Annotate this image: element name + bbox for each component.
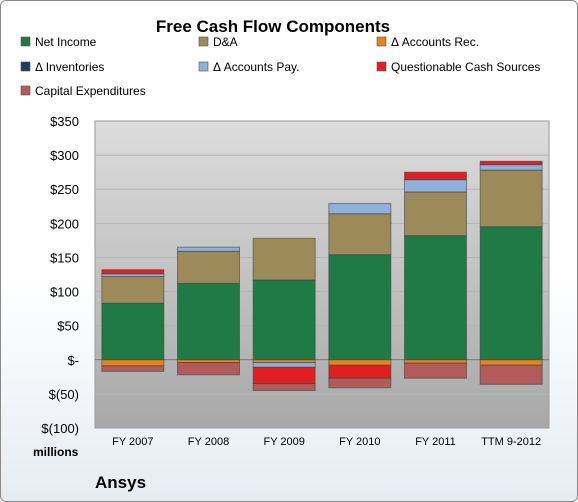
y-tick-label: $250 [50, 182, 79, 197]
bar-segment-net-income [404, 235, 467, 361]
legend-label-delta-inventories: Δ Inventories [35, 60, 104, 74]
x-tick-label: FY 2009 [263, 436, 304, 448]
legend-swatch-capital-expenditures [20, 85, 31, 96]
bar-segment-net-income [328, 254, 392, 361]
bar-segment-delta-accounts-rec [328, 359, 392, 366]
legend-swatch-danda [198, 36, 209, 47]
bar-segment-questionable-cash-sources [328, 364, 392, 379]
y-tick-label: $300 [50, 148, 79, 163]
legend-swatch-delta-inventories [20, 61, 31, 72]
legend-label-questionable-cash-sources: Questionable Cash Sources [391, 60, 540, 74]
bar-segment-danda [177, 250, 240, 284]
x-tick-label: FY 2011 [415, 436, 456, 448]
bar-segment-danda [252, 237, 316, 281]
bar-segment-delta-accounts-rec [101, 359, 165, 367]
bar-segment-net-income [479, 226, 543, 361]
legend-label-danda: D&A [213, 35, 238, 49]
bar-segment-delta-accounts-pay [252, 362, 316, 368]
bar-segment-net-income [177, 282, 240, 361]
bar-segment-delta-accounts-pay [479, 164, 543, 171]
y-tick-label: $- [67, 353, 79, 368]
bar-segment-capital-expenditures [101, 365, 165, 372]
legend-swatch-questionable-cash-sources [376, 61, 387, 72]
bar-segment-danda [101, 276, 165, 304]
bar-segment-delta-accounts-pay [177, 246, 240, 252]
legend-label-capital-expenditures: Capital Expenditures [35, 84, 146, 98]
bar-segment-questionable-cash-sources [101, 269, 165, 275]
x-axis-ticks: FY 2007 FY 2008 FY 2009 FY 2010 FY 2011 TTM 9… [112, 436, 541, 448]
y-tick-label: $(50) [49, 387, 79, 402]
y-tick-label: $(100) [41, 421, 79, 436]
chart-title: Free Cash Flow Components [156, 17, 390, 36]
bar-segment-danda [404, 191, 467, 237]
bars [101, 160, 543, 391]
bar-segment-questionable-cash-sources [479, 160, 543, 166]
legend-label-net-income: Net Income [35, 35, 97, 49]
x-tick-label: TTM 9-2012 [481, 436, 541, 448]
legend-label-delta-accounts-pay: Δ Accounts Pay. [213, 60, 300, 74]
bar-segment-capital-expenditures [328, 377, 392, 389]
legend-label-delta-accounts-rec: Δ Accounts Rec. [391, 35, 479, 49]
bar-segment-capital-expenditures [479, 364, 543, 385]
bar-segment-capital-expenditures [252, 383, 316, 391]
bar-segment-delta-accounts-rec [479, 359, 543, 366]
bar-segment-capital-expenditures [177, 362, 240, 376]
company-name: Ansys [95, 473, 146, 492]
x-tick-label: FY 2007 [112, 436, 153, 448]
bar-segment-questionable-cash-sources [252, 366, 316, 385]
plot-area [94, 120, 550, 429]
legend-swatch-delta-accounts-rec [376, 36, 387, 47]
bar-segment-delta-accounts-rec [404, 359, 467, 364]
y-tick-label: $150 [50, 250, 79, 265]
x-tick-label: FY 2008 [188, 436, 229, 448]
bar-segment-danda [479, 169, 543, 228]
y-tick-label: $350 [50, 114, 79, 129]
y-tick-label: $100 [50, 285, 79, 300]
bar-segment-delta-accounts-pay [328, 203, 392, 215]
legend-swatch-delta-accounts-pay [198, 61, 209, 72]
bar-segment-questionable-cash-sources [404, 171, 467, 181]
legend: Net Income D&A Δ Accounts Rec. Δ Inventorie… [20, 35, 540, 98]
bar-segment-delta-accounts-pay [404, 179, 467, 193]
y-axis-ticks: $350 $300 $250 $200 $150 $100 $50 $- $(50) $(100) [41, 114, 79, 436]
gridlines [95, 154, 549, 395]
y-tick-label: $50 [57, 319, 79, 334]
bar-segment-danda [328, 213, 392, 256]
bar-segment-net-income [252, 279, 316, 361]
unit-label: millions [33, 445, 79, 459]
bar-segment-capital-expenditures [404, 362, 467, 379]
bar-segment-net-income [101, 302, 165, 361]
x-tick-label: FY 2010 [339, 436, 380, 448]
legend-swatch-net-income [20, 36, 31, 47]
y-tick-label: $200 [50, 216, 79, 231]
